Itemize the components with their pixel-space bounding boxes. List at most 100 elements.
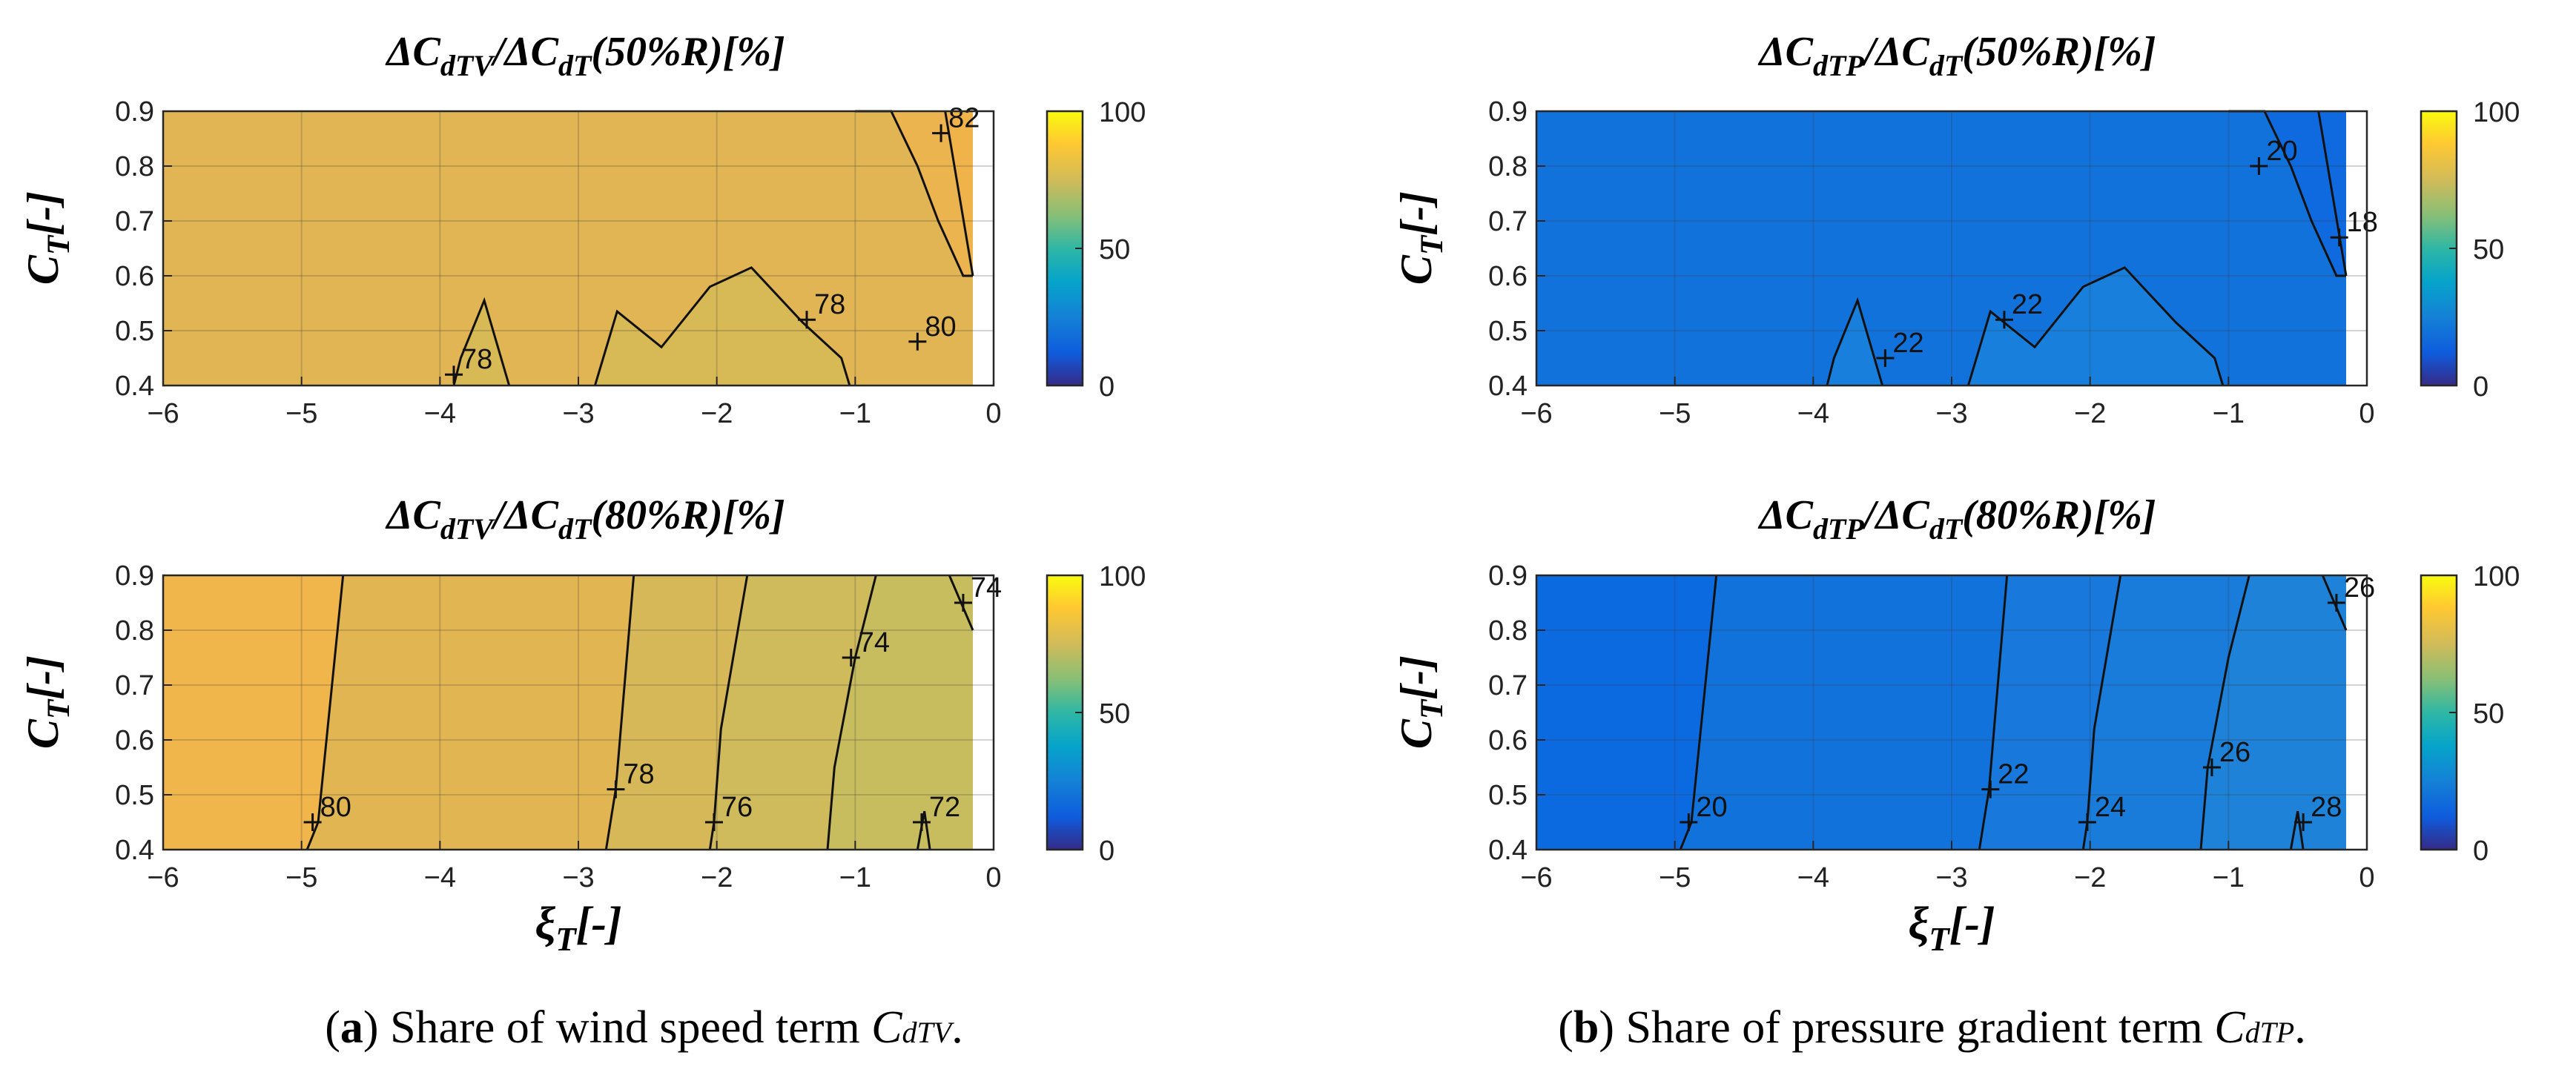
x-tick-label: 0 bbox=[2359, 398, 2374, 429]
caption-b: (b) Share of pressure gradient term CdTP… bbox=[1558, 1002, 2306, 1053]
contour-label: 78 bbox=[814, 289, 845, 320]
colorbar-tick-label: 0 bbox=[2473, 371, 2489, 403]
chart-title: ΔCdTV/ΔCdT(80%R)[%] bbox=[385, 492, 785, 546]
y-tick-label: 0.5 bbox=[1488, 780, 1528, 811]
y-axis-label-group: CT[-] bbox=[1392, 191, 1450, 285]
contour-label-marker bbox=[798, 311, 816, 329]
contour-label: 28 bbox=[2311, 792, 2342, 823]
x-tick-label: 0 bbox=[2359, 862, 2374, 893]
contour-label: 20 bbox=[2266, 136, 2297, 167]
x-tick-label: −6 bbox=[147, 862, 179, 893]
caption-b-subscript: dTP bbox=[2245, 1016, 2295, 1049]
contour-label: 72 bbox=[929, 792, 960, 823]
x-tick-label: −2 bbox=[2074, 398, 2106, 429]
contour-label: 22 bbox=[1892, 328, 1923, 359]
x-axis-label: ξT[-] bbox=[1908, 899, 1995, 958]
x-tick-label: −1 bbox=[2213, 862, 2245, 893]
y-axis-label-group: CT[-] bbox=[19, 191, 76, 285]
y-tick-label: 0.9 bbox=[115, 561, 154, 592]
y-tick-label: 0.7 bbox=[115, 670, 154, 701]
x-axis-label-group: ξT[-] bbox=[1908, 899, 1995, 958]
chart-title-group: ΔCdTV/ΔCdT(80%R)[%] bbox=[385, 492, 785, 546]
filled-region bbox=[1827, 300, 1883, 386]
colorbar bbox=[2420, 110, 2458, 387]
y-axis-label: CT[-] bbox=[1392, 655, 1450, 749]
filled-region bbox=[595, 267, 850, 386]
contour-label-marker bbox=[1876, 349, 1895, 367]
y-tick-label: 0.6 bbox=[115, 725, 154, 756]
contour-line-78 bbox=[593, 266, 851, 386]
contour-label-marker bbox=[842, 649, 860, 667]
x-tick-label: −2 bbox=[2074, 862, 2106, 893]
contour-label-marker bbox=[912, 813, 931, 831]
contour-label: 24 bbox=[2095, 792, 2126, 823]
y-tick-label: 0.6 bbox=[1488, 725, 1528, 756]
y-tick-label: 0.8 bbox=[115, 615, 154, 647]
contour-line-22 bbox=[1826, 297, 1884, 386]
contour-label: 80 bbox=[925, 311, 956, 343]
x-tick-label: −5 bbox=[1659, 862, 1691, 893]
y-tick-label: 0.9 bbox=[1488, 561, 1528, 592]
x-tick-label: −4 bbox=[424, 862, 456, 893]
x-tick-label: −5 bbox=[285, 862, 317, 893]
x-tick-label: −4 bbox=[424, 398, 456, 429]
filled-region bbox=[2228, 111, 2346, 276]
caption-b-text: Share of pressure gradient term bbox=[1625, 1002, 2203, 1053]
chart-panel-a-50: 78 78 80 82 −6 −5 −4 −3 −2 −1 0 0.4 0.5 0.6 0.7 0.8 0.9 Δ… bbox=[19, 29, 1146, 429]
contour-label: 74 bbox=[859, 627, 890, 658]
contour-label: 74 bbox=[971, 572, 1002, 604]
chart-title-group: ΔCdTP/ΔCdT(50%R)[%] bbox=[1757, 29, 2156, 82]
chart-title: ΔCdTP/ΔCdT(80%R)[%] bbox=[1757, 492, 2156, 546]
x-tick-label: −2 bbox=[701, 862, 733, 893]
y-tick-label: 0.9 bbox=[115, 96, 154, 128]
chart-panel-b-50: 22 22 20 18 −6 −5 −4 −3 −2 −1 0 0.4 0.5 0.6 0.7 0.8 0.9 Δ… bbox=[1392, 29, 2520, 429]
chart-title: ΔCdTP/ΔCdT(50%R)[%] bbox=[1757, 29, 2156, 82]
y-axis-label-group: CT[-] bbox=[19, 655, 76, 749]
y-tick-label: 0.6 bbox=[115, 261, 154, 292]
contour-label-marker bbox=[2250, 157, 2268, 175]
contour-label-marker bbox=[2327, 594, 2345, 612]
x-tick-label: −5 bbox=[1659, 398, 1691, 429]
x-tick-label: −1 bbox=[839, 862, 871, 893]
y-tick-label: 0.4 bbox=[115, 835, 154, 866]
contour-label-marker bbox=[932, 124, 951, 142]
colorbar-tick-label: 0 bbox=[2473, 836, 2489, 867]
chart-title: ΔCdTV/ΔCdT(50%R)[%] bbox=[385, 29, 785, 82]
contour-line-24 bbox=[2081, 575, 2122, 850]
chart-panel-a-80: 80 78 76 74 74 72 −6 −5 −4 −3 −2 −1 0 0.4 0.5 0.6 0.7 0.8… bbox=[19, 492, 1146, 958]
y-tick-label: 0.8 bbox=[115, 151, 154, 182]
contour-label-marker bbox=[2330, 228, 2348, 247]
filled-region bbox=[1968, 267, 2223, 386]
contour-label-marker bbox=[2294, 813, 2313, 831]
y-axis-label: CT[-] bbox=[1392, 191, 1450, 285]
x-tick-label: −6 bbox=[147, 398, 179, 429]
caption-a-text: Share of wind speed term bbox=[390, 1002, 860, 1053]
y-tick-label: 0.8 bbox=[1488, 615, 1528, 647]
x-tick-label: −6 bbox=[1520, 398, 1552, 429]
caption-a-letter: a bbox=[340, 1002, 363, 1053]
colorbar-tick-label: 100 bbox=[2473, 97, 2520, 128]
y-tick-label: 0.7 bbox=[1488, 206, 1528, 237]
filled-region bbox=[454, 300, 509, 386]
contour-line-72 bbox=[916, 810, 931, 850]
contour-label-marker bbox=[908, 332, 927, 351]
contour-line-76 bbox=[708, 575, 749, 850]
x-axis-label-group: ξT[-] bbox=[535, 899, 621, 958]
contour-label-marker bbox=[704, 813, 723, 831]
colorbar-tick-label: 0 bbox=[1099, 371, 1114, 403]
contour-label: 82 bbox=[948, 103, 980, 134]
contour-label: 20 bbox=[1696, 792, 1727, 823]
y-tick-label: 0.6 bbox=[1488, 261, 1528, 292]
colorbar-tick-label: 50 bbox=[1099, 234, 1130, 265]
filled-region bbox=[2201, 575, 2346, 850]
x-tick-label: −1 bbox=[839, 398, 871, 429]
contour-label: 76 bbox=[721, 792, 753, 823]
caption-a: (a) Share of wind speed term CdTV. bbox=[325, 1002, 963, 1053]
contour-label: 80 bbox=[320, 792, 351, 823]
colorbar-tick-label: 50 bbox=[2473, 234, 2504, 265]
y-tick-label: 0.4 bbox=[1488, 835, 1528, 866]
y-tick-label: 0.7 bbox=[1488, 670, 1528, 701]
colorbar-tick-label: 100 bbox=[1099, 97, 1146, 128]
contour-label-marker bbox=[2202, 758, 2221, 776]
